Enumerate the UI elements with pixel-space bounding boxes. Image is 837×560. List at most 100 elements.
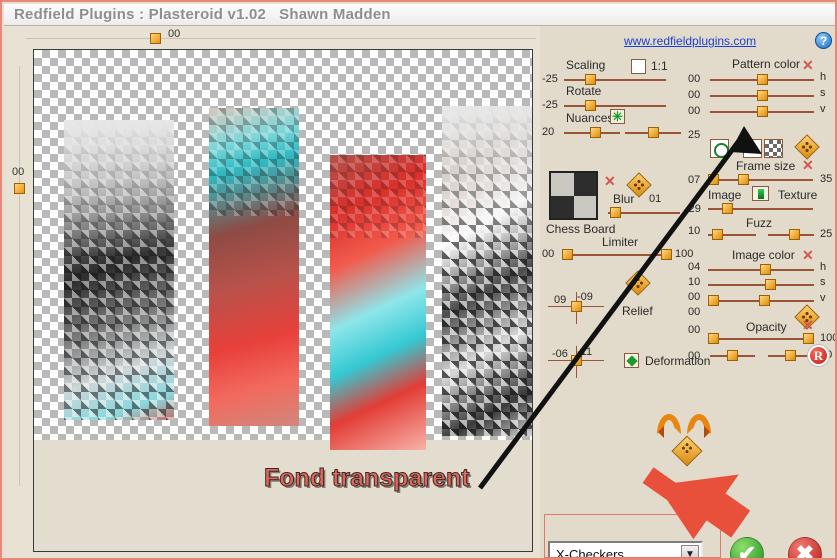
blur-slider[interactable]	[608, 207, 680, 218]
frame-size-slider[interactable]	[708, 174, 813, 185]
redo-arrow-icon[interactable]	[687, 414, 711, 438]
opacity-reset-icon[interactable]: ✕	[802, 317, 814, 333]
preview-canvas[interactable]	[33, 49, 533, 552]
slider-handle[interactable]	[722, 203, 733, 214]
artwork-gradient	[330, 155, 426, 450]
slider-track	[19, 66, 20, 486]
opacity-slider-high[interactable]	[768, 350, 813, 361]
cancel-button[interactable]: ✖	[788, 537, 822, 558]
slider-handle[interactable]	[765, 279, 776, 290]
help-icon[interactable]: ?	[815, 32, 832, 49]
slider-handle[interactable]	[610, 207, 621, 218]
slider-handle[interactable]	[757, 90, 768, 101]
opacity-value: 100	[820, 332, 837, 344]
preset-dropdown[interactable]: X-Checkers ▼	[548, 541, 703, 558]
pattern-color-v-slider[interactable]	[710, 106, 814, 117]
slider-handle-max[interactable]	[803, 333, 814, 344]
vertical-pan-slider[interactable]: 00	[8, 66, 30, 486]
slider-handle-max[interactable]	[738, 174, 749, 185]
slider-handle-min[interactable]	[708, 333, 719, 344]
canvas-empty-area	[34, 440, 532, 551]
image-texture-toggle-icon[interactable]	[752, 186, 769, 201]
pattern-mode-solid-button[interactable]	[743, 139, 762, 158]
chess-cell	[551, 195, 574, 218]
slider-handle[interactable]	[727, 350, 738, 361]
preview-artwork-strip	[330, 155, 426, 450]
slider-handle[interactable]	[785, 350, 796, 361]
frame-size-reset-icon[interactable]: ✕	[802, 157, 814, 173]
ok-button[interactable]: ✔	[730, 537, 764, 558]
vertical-pan-value: 00	[12, 166, 25, 178]
nuances-slider-high[interactable]	[625, 127, 681, 138]
slider-handle[interactable]	[757, 74, 768, 85]
relief-pad1-x: 09	[554, 294, 567, 306]
fuzz-slider-low[interactable]	[708, 229, 756, 240]
limiter-label: Limiter	[602, 235, 639, 249]
rotate-label: Rotate	[566, 84, 602, 98]
image-color-s-slider[interactable]	[708, 279, 814, 290]
undo-arrow-icon[interactable]	[657, 414, 681, 438]
nuances-value: 20	[542, 126, 555, 138]
value-frame-size-left: 07	[688, 174, 701, 186]
image-color-label: Image color	[732, 248, 795, 262]
slider-handle-min[interactable]	[708, 174, 719, 185]
pad-handle[interactable]	[571, 301, 582, 312]
frame-size-value: 35	[820, 173, 833, 185]
rotate-value: -25	[542, 99, 558, 111]
slider-handle[interactable]	[585, 100, 596, 111]
chess-board-reset-icon[interactable]: ✕	[604, 173, 616, 189]
reset-options-icon[interactable]	[671, 435, 703, 467]
horizontal-pan-slider[interactable]: 00	[26, 28, 536, 47]
slider-handle[interactable]	[789, 229, 800, 240]
scaling-slider[interactable]	[564, 74, 666, 85]
image-texture-slider[interactable]	[708, 203, 813, 214]
limiter-min-value: 00	[542, 248, 555, 260]
value-opacity-left: 00	[688, 324, 701, 336]
nuances-randomize-icon[interactable]: ✳	[610, 109, 625, 124]
slider-handle[interactable]	[760, 264, 771, 275]
slider-handle[interactable]	[14, 183, 25, 194]
chess-board-preview[interactable]	[549, 171, 598, 220]
deformation-checkbox[interactable]	[624, 353, 639, 368]
value-pattern-v: 00	[688, 105, 701, 117]
pattern-mode-transparent-button[interactable]	[764, 139, 783, 158]
image-color-h-slider[interactable]	[708, 264, 814, 275]
artwork-gradient	[209, 108, 299, 426]
rotate-slider[interactable]	[564, 100, 666, 111]
pattern-options-icon[interactable]	[794, 134, 820, 160]
pattern-mode-circle-button[interactable]	[710, 139, 729, 158]
undo-redo-icons[interactable]	[657, 414, 713, 438]
slider-handle[interactable]	[712, 229, 723, 240]
blur-value: 01	[649, 193, 662, 205]
slider-handle-min[interactable]	[708, 295, 719, 306]
slider-handle-max[interactable]	[759, 295, 770, 306]
slider-handle[interactable]	[757, 106, 768, 117]
relief-options-icon[interactable]	[625, 270, 651, 296]
fuzz-slider-high[interactable]	[768, 229, 814, 240]
slider-handle-max[interactable]	[661, 249, 672, 260]
slider-handle[interactable]	[585, 74, 596, 85]
slider-handle-min[interactable]	[562, 249, 573, 260]
blur-label: Blur	[613, 192, 635, 206]
pattern-color-reset-icon[interactable]: ✕	[802, 57, 814, 73]
pattern-color-s-slider[interactable]	[710, 90, 814, 101]
pattern-color-h-slider[interactable]	[710, 74, 814, 85]
relief-label: Relief	[622, 304, 653, 318]
slider-handle[interactable]	[590, 127, 601, 138]
image-color-v-slider[interactable]	[708, 295, 814, 306]
preview-artwork-strip	[64, 120, 174, 420]
ratio-checkbox[interactable]	[631, 59, 646, 74]
artwork-checker-overlay	[209, 108, 299, 217]
value-imagecolor-h: 04	[688, 261, 701, 273]
limiter-slider[interactable]	[562, 249, 672, 260]
opacity-slider-low[interactable]	[710, 350, 755, 361]
slider-handle[interactable]	[150, 33, 161, 44]
opacity-slider[interactable]	[708, 333, 814, 344]
chevron-down-icon[interactable]: ▼	[681, 545, 699, 558]
slider-handle[interactable]	[648, 127, 659, 138]
website-link[interactable]: www.redfieldplugins.com	[624, 34, 757, 48]
nuances-slider-low[interactable]	[564, 127, 620, 138]
image-color-reset-icon[interactable]: ✕	[802, 247, 814, 263]
pad-handle[interactable]	[571, 355, 582, 366]
